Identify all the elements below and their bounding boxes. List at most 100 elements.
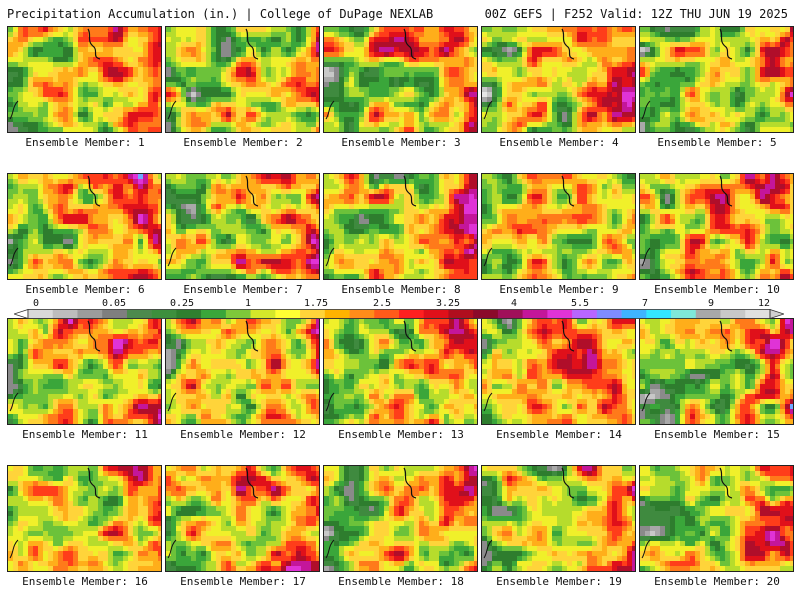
coastline: [325, 392, 335, 412]
coastline: [245, 28, 259, 60]
ensemble-member-map: [165, 318, 320, 425]
ensemble-member-label: Ensemble Member: 15: [654, 428, 780, 441]
precip-field-map: [482, 27, 635, 132]
coastline: [9, 100, 19, 120]
ensemble-member-map: [481, 318, 636, 425]
precip-field-map: [482, 319, 635, 424]
precip-field-map: [166, 319, 319, 424]
ensemble-member-map: [7, 173, 162, 280]
coastline: [403, 175, 417, 207]
ensemble-member-label: Ensemble Member: 4: [499, 136, 619, 149]
precip-field-map: [8, 27, 161, 132]
ensemble-member-map: [323, 465, 478, 572]
colorbar-tick-label: 4: [510, 298, 518, 309]
precip-field-map: [640, 174, 793, 279]
ensemble-member-map: [323, 318, 478, 425]
precip-field-map: [324, 466, 477, 571]
ensemble-member-map: [481, 173, 636, 280]
coastline: [719, 320, 733, 352]
colorbar-swatch: [349, 309, 375, 319]
colorbar-swatch: [745, 309, 771, 319]
ensemble-member-map: [481, 26, 636, 133]
coastline: [167, 247, 177, 267]
coastline: [719, 28, 733, 60]
colorbar-max-arrow: [769, 309, 784, 319]
ensemble-member-label: Ensemble Member: 13: [338, 428, 464, 441]
ensemble-member-map: [639, 318, 794, 425]
ensemble-member-map: [639, 26, 794, 133]
colorbar-swatch: [102, 309, 128, 319]
coastline: [561, 467, 575, 499]
colorbar-tick-label: 9: [707, 298, 715, 309]
ensemble-member-label: Ensemble Member: 12: [180, 428, 306, 441]
ensemble-member-label: Ensemble Member: 7: [183, 283, 303, 296]
colorbar-swatch: [176, 309, 202, 319]
colorbar-swatch: [275, 309, 301, 319]
precip-field-map: [640, 466, 793, 571]
precip-field-map: [482, 466, 635, 571]
precip-field-map: [166, 27, 319, 132]
colorbar-swatch: [126, 309, 152, 319]
precipitation-colorbar: 0 0.05 0.25 1 1.75 2.5 3.25 4 5.5 7 9 12: [14, 298, 784, 320]
coastline: [641, 539, 651, 559]
coastline: [245, 320, 259, 352]
colorbar-swatch: [646, 309, 672, 319]
ensemble-member-map: [323, 26, 478, 133]
coastline: [641, 247, 651, 267]
colorbar-swatch: [151, 309, 177, 319]
colorbar-swatch: [28, 309, 54, 319]
precip-field-map: [8, 466, 161, 571]
ensemble-member-label: Ensemble Member: 18: [338, 575, 464, 588]
coastline: [641, 100, 651, 120]
colorbar-tick-label: 1: [244, 298, 252, 309]
coastline: [9, 539, 19, 559]
colorbar-tick-label: 0.25: [169, 298, 195, 309]
coastline: [719, 467, 733, 499]
ensemble-member-label: Ensemble Member: 6: [25, 283, 145, 296]
precip-field-map: [8, 319, 161, 424]
colorbar-swatch: [522, 309, 548, 319]
ensemble-member-label: Ensemble Member: 9: [499, 283, 619, 296]
coastline: [641, 392, 651, 412]
ensemble-member-label: Ensemble Member: 8: [341, 283, 461, 296]
coastline: [483, 100, 493, 120]
colorbar-swatch: [423, 309, 449, 319]
colorbar-tick-label: 0: [32, 298, 40, 309]
colorbar-tick-label: 1.75: [303, 298, 329, 309]
colorbar-swatch: [572, 309, 598, 319]
colorbar-swatch: [473, 309, 499, 319]
colorbar-swatch: [225, 309, 251, 319]
colorbar-swatch: [497, 309, 523, 319]
coastline: [325, 539, 335, 559]
coastline: [87, 175, 101, 207]
colorbar-swatch: [300, 309, 326, 319]
coastline: [483, 539, 493, 559]
colorbar-swatch: [374, 309, 400, 319]
ensemble-member-map: [639, 465, 794, 572]
precip-field-map: [640, 319, 793, 424]
colorbar-min-arrow: [14, 309, 29, 319]
coastline: [719, 175, 733, 207]
colorbar-tick-label: 7: [641, 298, 649, 309]
colorbar-swatch: [201, 309, 227, 319]
colorbar-tick-label: 5.5: [570, 298, 590, 309]
colorbar-tick-label: 2.5: [372, 298, 392, 309]
coastline: [483, 392, 493, 412]
coastline: [403, 28, 417, 60]
coastline: [483, 247, 493, 267]
colorbar-bar: [14, 309, 784, 319]
ensemble-member-label: Ensemble Member: 10: [654, 283, 780, 296]
precip-field-map: [324, 319, 477, 424]
coastline: [561, 320, 575, 352]
coastline: [167, 392, 177, 412]
ensemble-member-label: Ensemble Member: 3: [341, 136, 461, 149]
colorbar-swatch: [720, 309, 746, 319]
coastline: [87, 28, 101, 60]
coastline: [403, 320, 417, 352]
colorbar-tick-label: 12: [757, 298, 771, 309]
ensemble-member-label: Ensemble Member: 1: [25, 136, 145, 149]
ensemble-member-label: Ensemble Member: 2: [183, 136, 303, 149]
ensemble-member-label: Ensemble Member: 11: [22, 428, 148, 441]
colorbar-tick-label: 0.05: [101, 298, 127, 309]
precip-field-map: [324, 27, 477, 132]
